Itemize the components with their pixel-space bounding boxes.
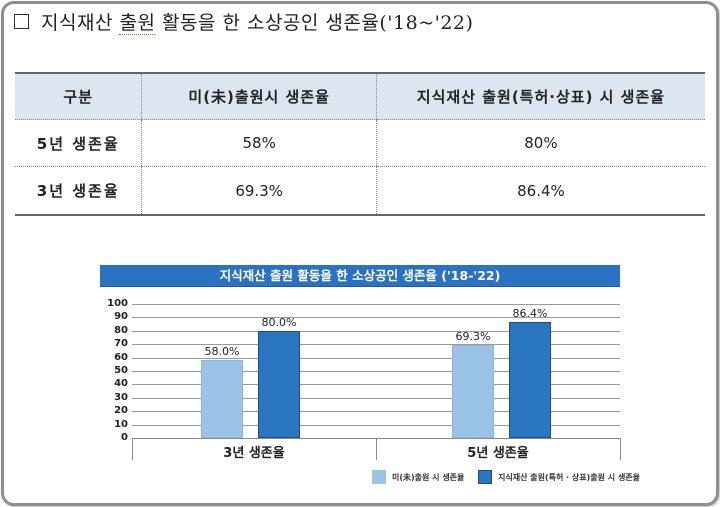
gridline <box>132 424 620 426</box>
bar-filed <box>258 330 300 438</box>
legend-item-filed: 지식재산 출원(특허 · 상표)출원 시 생존율 <box>478 470 640 484</box>
axis-tick-right <box>620 438 621 460</box>
legend-label: 미(未)출원 시 생존율 <box>392 472 465 482</box>
y-tick-label: 10 <box>114 418 128 430</box>
y-tick-label: 70 <box>114 338 128 350</box>
heading: 지식재산 출원 활동을 한 소상공인 생존율('18~'22) <box>14 8 473 35</box>
cell-unfiled: 58% <box>141 119 377 167</box>
gridline <box>132 411 620 413</box>
gridline <box>132 317 620 319</box>
y-tick-label: 40 <box>114 378 128 390</box>
gridline <box>132 330 620 332</box>
title-prefix: 지식재산 <box>41 11 120 34</box>
gridline <box>132 357 620 359</box>
title-underlined-word: 출원 <box>119 11 156 35</box>
legend-swatch-dark <box>478 470 492 484</box>
value-label: 86.4% <box>512 307 548 321</box>
category-label: 5년 생존율 <box>467 446 529 461</box>
header-unfiled: 미(未)출원시 생존율 <box>141 72 377 120</box>
y-tick-label: 80 <box>114 324 128 336</box>
row-label: 5년 생존율 <box>15 119 142 167</box>
legend-label: 지식재산 출원(특허 · 상표)출원 시 생존율 <box>498 472 641 482</box>
bar-unfiled <box>201 360 243 438</box>
y-tick-label: 30 <box>114 391 128 403</box>
table-row: 5년 생존율 58% 80% <box>15 119 705 167</box>
category-label: 3년 생존율 <box>223 446 285 461</box>
title-suffix: 활동을 한 소상공인 생존율('18~'22) <box>155 11 474 34</box>
table-row: 3년 생존율 69.3% 86.4% <box>15 166 705 216</box>
header-filed: 지식재산 출원(특허·상표) 시 생존율 <box>375 72 705 120</box>
cell-unfiled: 69.3% <box>141 166 377 216</box>
checkbox-square-icon <box>14 13 29 29</box>
gridline <box>132 371 620 372</box>
y-tick-label: 20 <box>114 405 128 417</box>
y-tick-label: 90 <box>114 311 128 323</box>
cell-filed: 86.4% <box>375 166 705 216</box>
chart-title: 지식재산 출원 활동을 한 소상공인 생존율 ('18-'22) <box>100 265 620 287</box>
gridline <box>132 384 620 386</box>
table-header-row: 구분 미(未)출원시 생존율 지식재산 출원(특허·상표) 시 생존율 <box>15 72 705 120</box>
row-label: 3년 생존율 <box>15 166 142 216</box>
bar-unfiled <box>452 345 494 438</box>
cell-filed: 80% <box>375 119 705 167</box>
y-tick-label: 0 <box>121 432 128 443</box>
gridline <box>132 397 620 399</box>
value-label: 58.0% <box>204 345 240 359</box>
value-label: 80.0% <box>261 315 297 329</box>
survival-rate-table: 구분 미(未)출원시 생존율 지식재산 출원(특허·상표) 시 생존율 5년 생… <box>15 72 705 216</box>
legend-swatch-light <box>372 470 386 484</box>
bar-filed <box>509 322 551 438</box>
y-tick-label: 50 <box>114 365 128 376</box>
axis-tick-left <box>132 438 133 460</box>
value-label: 69.3% <box>455 330 491 344</box>
page-title: 지식재산 출원 활동을 한 소상공인 생존율('18~'22) <box>41 8 473 35</box>
category-divider <box>376 438 377 460</box>
header-category: 구분 <box>15 72 142 120</box>
gridline <box>132 344 620 346</box>
y-tick-label: 100 <box>107 298 128 309</box>
legend-item-unfiled: 미(未)출원 시 생존율 <box>372 470 464 484</box>
gridline <box>132 304 620 305</box>
y-tick-label: 60 <box>114 351 128 363</box>
